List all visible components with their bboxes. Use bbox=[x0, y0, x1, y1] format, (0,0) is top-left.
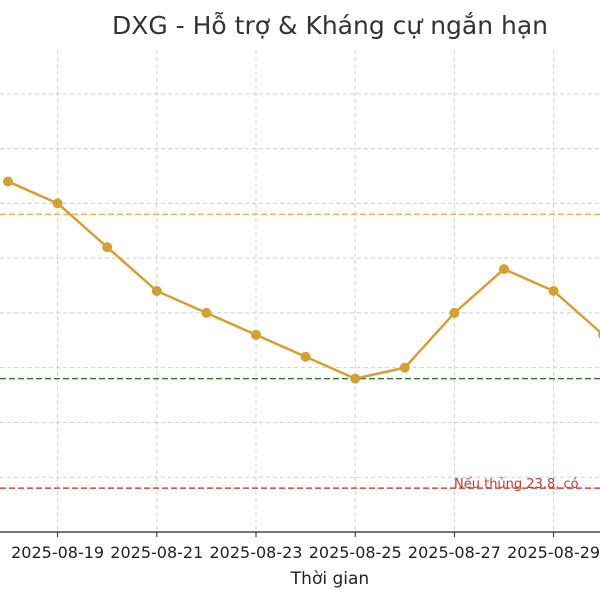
grid bbox=[0, 50, 600, 533]
data-point bbox=[350, 373, 361, 384]
x-tick-label: 2025-08-19 bbox=[11, 543, 104, 562]
x-tick-label: 2025-08-25 bbox=[309, 543, 402, 562]
data-point bbox=[499, 264, 509, 275]
x-axis-label: Thời gian bbox=[290, 569, 369, 589]
annotation: Nếu thủng 23.8, có bbox=[454, 477, 579, 492]
data-point bbox=[399, 362, 410, 373]
series bbox=[3, 176, 600, 384]
x-tick-label: 2025-08-21 bbox=[110, 543, 203, 562]
data-point bbox=[3, 176, 13, 187]
data-point bbox=[102, 242, 113, 253]
data-point bbox=[251, 329, 261, 340]
x-tick-label: 2025-08-23 bbox=[210, 543, 303, 562]
data-point bbox=[201, 307, 212, 318]
data-point bbox=[548, 286, 559, 296]
x-tick-label: 2025-08-29 bbox=[507, 543, 600, 562]
reference-lines bbox=[0, 213, 600, 489]
data-point bbox=[300, 351, 311, 362]
data-point bbox=[151, 286, 162, 296]
series-line bbox=[7, 180, 600, 380]
x-tick-labels: 2025-08-19 2025-08-21 2025-08-23 2025-08-25… bbox=[11, 532, 600, 562]
x-tick-label: 2025-08-27 bbox=[408, 543, 501, 562]
data-point bbox=[52, 198, 63, 209]
data-point bbox=[449, 307, 460, 318]
chart-title: DXG - Hỗ trợ & Kháng cự ngắn hạn bbox=[112, 11, 548, 40]
